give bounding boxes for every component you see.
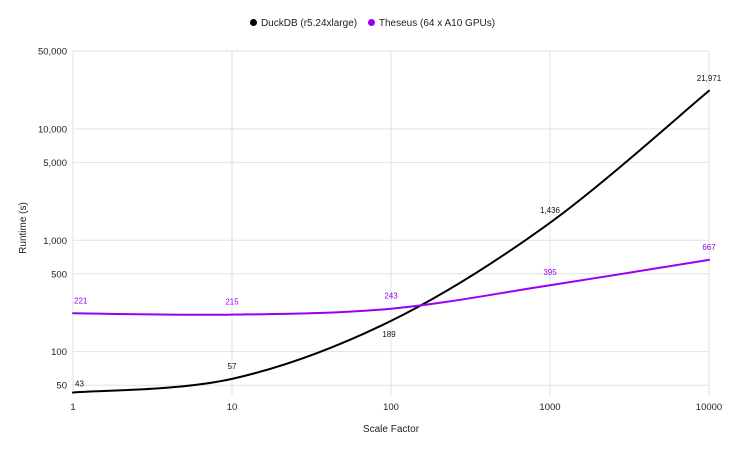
data-label-duckdb: 43 [75, 380, 84, 389]
y-tick-label: 1,000 [43, 236, 67, 247]
legend-item-duckdb[interactable]: DuckDB (r5.24xlarge) [249, 18, 358, 29]
x-tick-label: 10 [227, 402, 238, 413]
data-label-theseus: 395 [543, 268, 557, 277]
data-labels: 43 57 189 1,436 21,971 221 215 243 395 667 [74, 74, 722, 389]
data-label-duckdb: 189 [382, 330, 396, 339]
x-tick-label: 10000 [696, 402, 722, 413]
data-label-theseus: 221 [74, 296, 88, 305]
legend-label-theseus: Theseus (64 x A10 GPUs) [378, 18, 496, 29]
y-tick-label: 500 [51, 269, 67, 280]
x-tick-label: 100 [383, 402, 399, 413]
axis-ticks: 50 100 500 1,000 5,000 10,000 50,000 1 10 100 1000… [38, 47, 722, 414]
x-tick-label: 1 [70, 402, 75, 413]
y-tick-label: 10,000 [38, 124, 67, 135]
grid [72, 50, 710, 396]
y-tick-label: 50,000 [38, 47, 67, 58]
data-label-theseus: 215 [225, 298, 239, 307]
legend-item-theseus[interactable]: Theseus (64 x A10 GPUs) [367, 18, 496, 29]
data-label-theseus: 667 [702, 243, 716, 252]
data-label-theseus: 243 [384, 292, 398, 301]
y-axis-title: Runtime (s) [18, 202, 29, 254]
y-tick-label: 5,000 [43, 158, 67, 169]
legend-marker-duckdb [249, 18, 257, 26]
y-tick-label: 100 [51, 347, 67, 358]
x-tick-label: 1000 [539, 402, 560, 413]
legend-marker-theseus [367, 18, 375, 26]
series-lines [72, 89, 710, 394]
series-line-duckdb [72, 89, 710, 394]
data-label-duckdb: 21,971 [697, 74, 722, 83]
legend-label-duckdb: DuckDB (r5.24xlarge) [260, 18, 358, 29]
x-axis-title: Scale Factor [363, 424, 420, 435]
y-tick-label: 50 [56, 381, 67, 392]
series-line-theseus [72, 258, 710, 316]
data-label-duckdb: 1,436 [540, 206, 561, 215]
chart-legend: DuckDB (r5.24xlarge) Theseus (64 x A10 G… [0, 18, 745, 29]
data-label-duckdb: 57 [228, 362, 237, 371]
